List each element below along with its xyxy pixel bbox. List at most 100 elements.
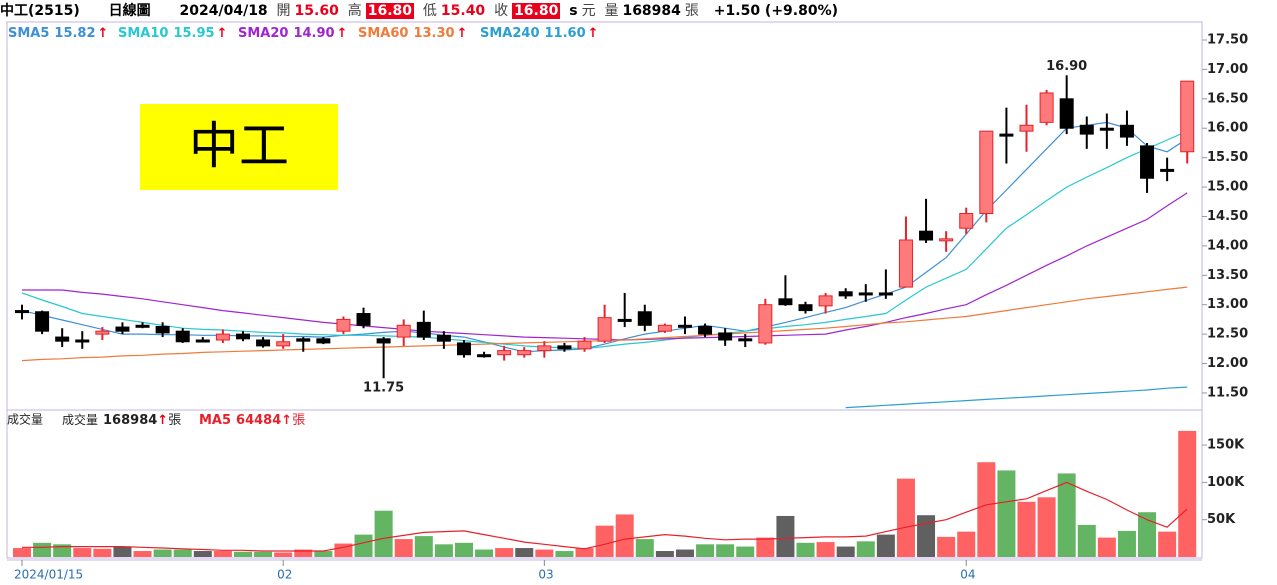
candle-body — [698, 325, 713, 335]
volume-legend: MA5 64484↑張 — [199, 413, 305, 428]
candle-body — [135, 324, 150, 328]
label-box — [140, 104, 338, 190]
legend-arrow: ↑ — [98, 26, 109, 41]
volume-bar — [1158, 531, 1177, 557]
candle-body — [878, 292, 893, 296]
candle-body — [778, 298, 793, 306]
volume-bar — [977, 462, 996, 557]
legend-entry: SMA5 15.82 ↑ — [8, 26, 108, 41]
y-tick-label: 15.50 — [1207, 150, 1248, 165]
volume-bar — [254, 551, 273, 557]
volume-bar — [756, 537, 775, 557]
candle-body — [436, 334, 451, 342]
label-box-text: 中工 — [189, 117, 289, 175]
volume-bar — [153, 549, 172, 557]
volume-bar — [173, 549, 192, 557]
plot: 11.50 12.00 12.50 13.00 13.50 14.00 14.50 15.00… — [7, 26, 1248, 582]
candle-body — [235, 333, 250, 340]
candle-body — [718, 332, 733, 341]
volume-bar — [133, 551, 152, 557]
candle-body — [798, 304, 813, 312]
candle-body — [1079, 124, 1094, 135]
volume-bar — [515, 548, 534, 557]
legend-entry: SMA240 11.60 ↑ — [480, 26, 599, 41]
volume-bar — [1057, 473, 1076, 557]
candle-body — [477, 354, 492, 358]
volume-bar — [33, 542, 52, 557]
price-frame — [6, 21, 1203, 411]
volume-bar — [374, 510, 393, 557]
y-tick-label: 14.50 — [1207, 209, 1248, 224]
volume-bar — [937, 536, 956, 557]
volume-bar — [475, 549, 494, 557]
legend-unit: 張 — [168, 413, 181, 428]
close: 16.80 — [512, 3, 561, 19]
volume-bar — [334, 543, 353, 557]
x-tick-label: 2024/01/15 — [14, 568, 83, 582]
volume-bar — [876, 534, 895, 557]
candle-body — [517, 350, 532, 356]
candle-body — [898, 239, 913, 288]
legend-name: MA5 — [199, 413, 231, 428]
candle-body — [758, 304, 773, 344]
candle-body — [256, 339, 271, 347]
volume-bar — [233, 551, 252, 557]
volume-bar — [1097, 537, 1116, 557]
legend-entry: SMA10 15.95 ↑ — [118, 26, 227, 41]
volume-bar — [796, 542, 815, 557]
ma-line — [21, 130, 1188, 350]
candle-body — [115, 326, 130, 332]
candle-body — [1099, 127, 1114, 131]
volume-bar — [1117, 530, 1136, 557]
candle-body — [677, 324, 692, 328]
volume-bar — [856, 541, 875, 557]
candle-body — [617, 318, 632, 322]
candle-body — [276, 341, 291, 347]
volume-bar — [53, 544, 72, 557]
y-tick-label: 17.00 — [1207, 62, 1248, 77]
stock-name: 中工(2515) — [0, 3, 80, 19]
candle-body — [1059, 98, 1074, 129]
y-tick-label: 100K — [1207, 475, 1245, 490]
volume-bar — [575, 548, 594, 557]
change: +1.50 (+9.80%) — [713, 3, 839, 19]
high: 16.80 — [365, 3, 415, 19]
legend-entry: SMA60 13.30 ↑ — [358, 26, 467, 41]
y-tick-label: 16.50 — [1207, 91, 1248, 106]
volume-bar — [73, 548, 92, 557]
candle-body — [416, 321, 431, 338]
candle-body — [597, 317, 612, 342]
y-tick-label: 17.50 — [1207, 33, 1248, 48]
candle-body — [95, 330, 110, 335]
candle-body — [15, 310, 29, 314]
currency: 元 — [581, 3, 596, 19]
volume-bar — [274, 552, 293, 557]
candle-body — [919, 230, 934, 241]
volume-bar — [1178, 430, 1197, 557]
y-tick-label: 14.00 — [1207, 238, 1248, 253]
candle-body — [939, 238, 954, 242]
volume-bar — [635, 539, 654, 557]
annotation: 16.90 — [1046, 59, 1087, 74]
y-tick-label: 15.00 — [1207, 180, 1248, 195]
annotation: 11.75 — [363, 381, 404, 396]
candle-body — [175, 330, 190, 343]
candle-body — [296, 338, 311, 342]
candle-body — [396, 324, 411, 338]
candle-body — [979, 130, 994, 215]
volume-bar — [354, 534, 373, 557]
candle-body — [356, 313, 371, 326]
candle-body — [537, 345, 552, 352]
legend-value: 11.60 — [545, 26, 586, 41]
y-tick-label: 13.50 — [1207, 268, 1248, 283]
candle-body — [1140, 145, 1155, 179]
legend-arrow: ↑ — [457, 26, 468, 41]
legend-arrow: ↑ — [281, 413, 292, 428]
candle-body — [1019, 124, 1034, 132]
candle-body — [838, 291, 853, 297]
volume-bar — [414, 536, 433, 557]
legend-entry: SMA20 14.90 ↑ — [238, 26, 347, 41]
volume-bar — [213, 551, 232, 557]
x-tick-label: 03 — [538, 568, 553, 582]
